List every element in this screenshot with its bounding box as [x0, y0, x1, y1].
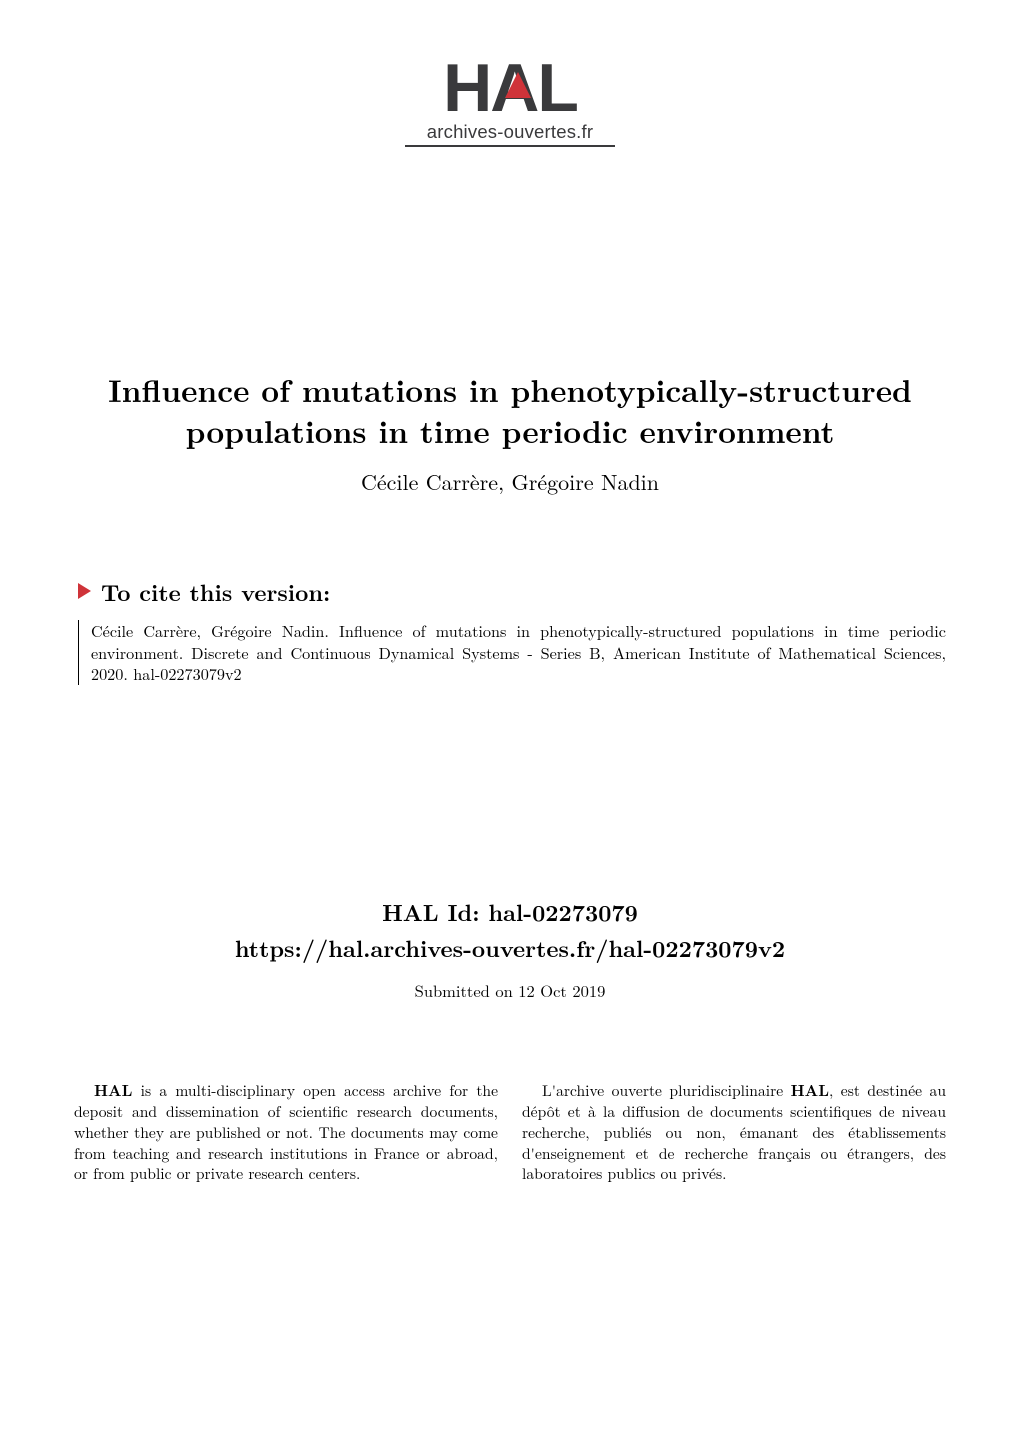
title-block: Influence of mutations in phenotypically…: [0, 370, 1020, 497]
column-right-text: L'archive ouverte pluridisciplinaire HAL…: [522, 1080, 946, 1184]
triangle-right-icon: [78, 583, 91, 599]
cite-block: To cite this version: Cécile Carrère, Gr…: [0, 575, 1020, 685]
hal-logo-rule: [405, 145, 615, 147]
column-left-text: HAL is a multi-disciplinary open access …: [74, 1080, 498, 1184]
paper-title: Influence of mutations in phenotypically…: [78, 370, 942, 452]
paper-title-line2: populations in time periodic environment: [186, 409, 835, 453]
column-right-pre: L'archive ouverte pluridisciplinaire: [542, 1078, 791, 1101]
description-columns: HAL is a multi-disciplinary open access …: [0, 1080, 1020, 1184]
hal-logo-letter-a: A: [490, 58, 537, 119]
column-left: HAL is a multi-disciplinary open access …: [74, 1080, 498, 1184]
cite-heading: To cite this version:: [101, 575, 330, 608]
hal-logo-text: HAL: [405, 58, 615, 119]
column-right: L'archive ouverte pluridisciplinaire HAL…: [522, 1080, 946, 1184]
hal-logo: HAL archives-ouvertes.fr: [405, 58, 615, 188]
cite-body: Cécile Carrère, Grégoire Nadin. Influenc…: [78, 620, 946, 685]
hal-url: https://hal.archives-ouvertes.fr/hal-022…: [0, 931, 1020, 964]
paper-authors: Cécile Carrère, Grégoire Nadin: [78, 466, 942, 497]
hal-logo-letter-l: L: [537, 58, 577, 119]
hal-id-label: HAL Id: hal-02273079: [0, 895, 1020, 928]
column-right-bold: HAL: [791, 1078, 829, 1101]
column-left-rest: is a multi-disciplinary open access arch…: [74, 1078, 498, 1185]
cite-heading-row: To cite this version:: [78, 575, 946, 608]
hal-logo-letter-h: H: [443, 58, 490, 119]
hal-id-block: HAL Id: hal-02273079 https://hal.archive…: [0, 895, 1020, 1002]
paper-title-line1: Influence of mutations in phenotypically…: [108, 368, 912, 412]
hal-logo-block: HAL archives-ouvertes.fr: [0, 0, 1020, 188]
submitted-date: Submitted on 12 Oct 2019: [0, 978, 1020, 1002]
column-left-lead: HAL: [94, 1078, 132, 1101]
